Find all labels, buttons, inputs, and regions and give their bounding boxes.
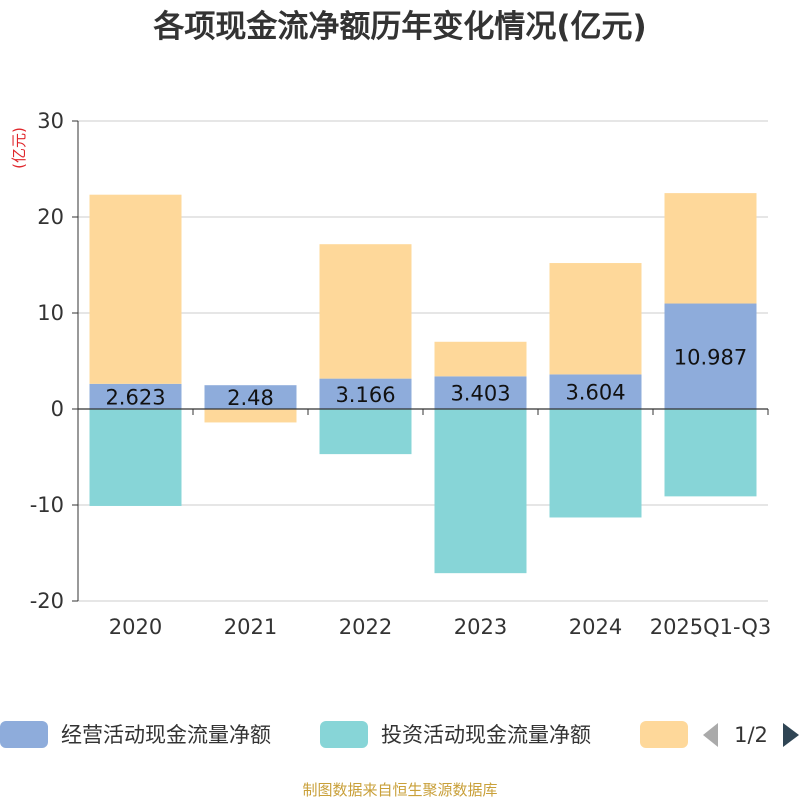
y-axis-unit-label: (亿元) [10, 127, 28, 169]
data-label: 3.403 [450, 382, 510, 406]
x-tick-label: 2021 [224, 615, 277, 639]
y-tick-label: -20 [30, 589, 64, 613]
x-tick-label: 2025Q1-Q3 [650, 615, 772, 639]
bar-segment[interactable] [664, 303, 757, 409]
legend-swatch [320, 721, 368, 748]
legend-label: 经营活动现金流量净额 [61, 723, 271, 747]
legend-item[interactable] [640, 721, 688, 748]
legend-page-indicator: 1/2 [734, 723, 768, 747]
bar-segment[interactable] [434, 376, 527, 409]
data-label: 2.48 [227, 386, 274, 410]
bar-segment[interactable] [204, 385, 297, 409]
bar-segment[interactable] [89, 194, 182, 384]
bar-segment[interactable] [549, 409, 642, 518]
bar-segment[interactable] [319, 244, 412, 379]
bar-segment[interactable] [549, 374, 642, 409]
bar-segment[interactable] [434, 341, 527, 377]
legend-prev-page-icon[interactable] [703, 723, 718, 747]
legend-label: 投资活动现金流量净额 [381, 723, 591, 747]
legend: 经营活动现金流量净额 投资活动现金流量净额 [0, 721, 688, 748]
y-tick-label: 20 [37, 205, 64, 229]
data-label: 2.623 [105, 385, 165, 409]
data-source-note: 制图数据来自恒生聚源数据库 [302, 781, 497, 799]
data-label: 10.987 [674, 345, 747, 369]
x-tick-label: 2022 [339, 615, 392, 639]
bar-segment[interactable] [664, 409, 757, 497]
bar-segment[interactable] [434, 409, 527, 574]
grid-lines [78, 120, 768, 602]
x-tick-label: 2023 [454, 615, 507, 639]
axes-group: 30 20 10 0 -10 -20 2020 2021 2022 2023 2024 2025Q1-… [30, 109, 772, 639]
bar-segment[interactable] [664, 193, 757, 304]
legend-item[interactable]: 投资活动现金流量净额 [320, 721, 591, 748]
legend-swatch [640, 721, 688, 748]
data-label: 3.604 [565, 381, 625, 405]
data-labels-group: 2.623 2.48 3.166 3.403 3.604 10.987 [105, 345, 747, 410]
x-tick-label: 2024 [569, 615, 622, 639]
y-tick-label: 0 [51, 397, 64, 421]
legend-item[interactable]: 经营活动现金流量净额 [0, 721, 271, 748]
y-tick-label: 30 [37, 109, 64, 133]
bar-segment[interactable] [89, 383, 182, 409]
bar-segment[interactable] [549, 263, 642, 375]
data-label: 3.166 [335, 383, 395, 407]
bars-group [89, 193, 757, 574]
bar-segment[interactable] [319, 378, 412, 409]
bar-segment[interactable] [89, 409, 182, 506]
chart-title: 各项现金流净额历年变化情况(亿元) [152, 9, 646, 45]
legend-pager: 1/2 [703, 723, 799, 747]
x-tick-label: 2020 [109, 615, 162, 639]
y-tick-label: -10 [30, 493, 64, 517]
bar-segment[interactable] [204, 409, 297, 423]
legend-next-page-icon[interactable] [783, 723, 799, 747]
y-tick-label: 10 [37, 301, 64, 325]
bar-segment[interactable] [319, 409, 412, 455]
legend-swatch [0, 721, 48, 748]
